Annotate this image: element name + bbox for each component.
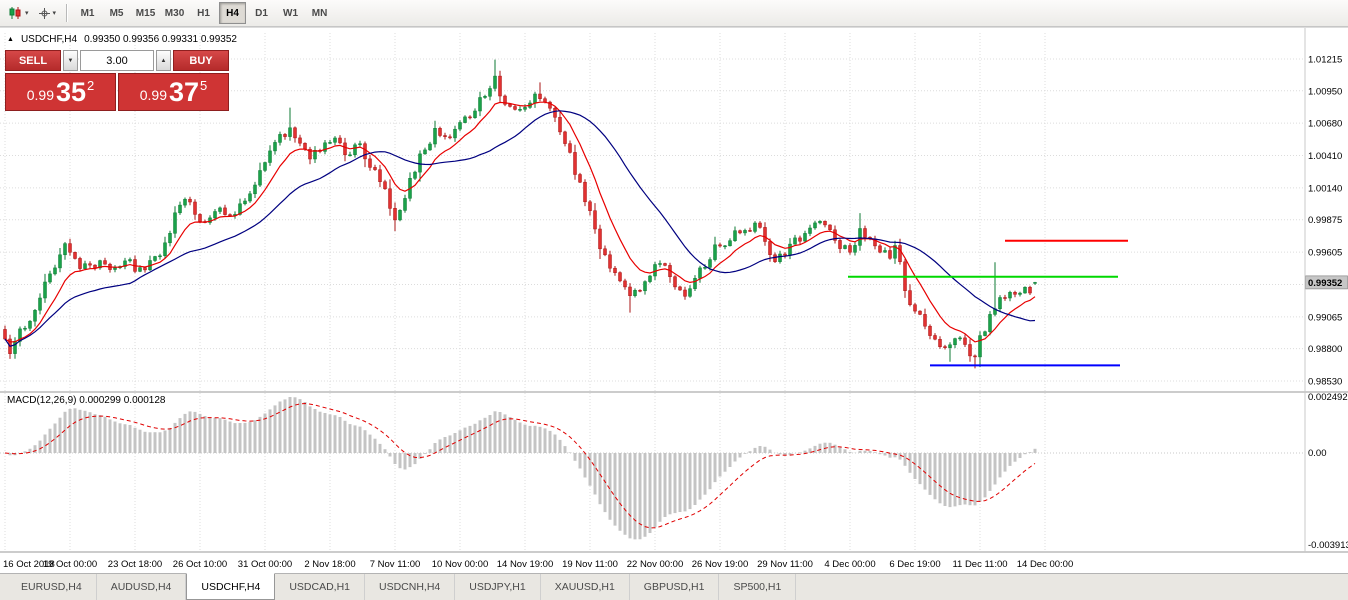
current-price-label: 0.99352 xyxy=(1308,278,1342,289)
crosshair-icon xyxy=(38,7,50,19)
time-tick-label: 14 Nov 19:00 xyxy=(497,559,554,570)
macd-scale-label: -0.003913 xyxy=(1308,540,1348,551)
buy-price-display[interactable]: 0.99 37 5 xyxy=(118,73,229,111)
sell-button[interactable]: SELL xyxy=(5,50,61,71)
time-tick-label: 31 Oct 00:00 xyxy=(238,559,292,570)
sell-price-display[interactable]: 0.99 35 2 xyxy=(5,73,116,111)
caret-down-icon: ▾ xyxy=(52,9,57,17)
one-click-trading-panel: SELL ▼ ▲ BUY 0.99 35 2 0.99 37 5 xyxy=(5,50,229,111)
buy-price-point: 5 xyxy=(200,77,208,93)
time-tick-label: 16 Oct 2018 xyxy=(3,559,55,570)
candlestick-chart-icon xyxy=(9,7,21,19)
ma-line-9 xyxy=(4,101,1036,343)
price-tick-label: 1.01215 xyxy=(1308,55,1342,66)
chart-ohlc: 0.99350 0.99356 0.99331 0.99352 xyxy=(84,34,237,45)
time-tick-label: 10 Nov 00:00 xyxy=(432,559,489,570)
timeframe-button-d1[interactable]: D1 xyxy=(248,2,275,24)
time-tick-label: 4 Dec 00:00 xyxy=(824,559,875,570)
trade-controls-row: SELL ▼ ▲ BUY xyxy=(5,50,229,71)
timeframe-button-m30[interactable]: M30 xyxy=(161,2,188,24)
chart-type-button[interactable]: ▾ xyxy=(4,2,33,24)
time-tick-label: 23 Oct 18:00 xyxy=(108,559,162,570)
time-tick-label: 22 Nov 00:00 xyxy=(627,559,684,570)
macd-header: MACD(12,26,9) 0.000299 0.000128 xyxy=(7,395,166,406)
ma-line-26 xyxy=(4,110,1036,348)
time-tick-label: 11 Dec 11:00 xyxy=(952,559,1007,570)
price-tick-label: 0.99605 xyxy=(1308,248,1342,259)
price-tick-label: 0.99065 xyxy=(1308,312,1342,323)
buy-button[interactable]: BUY xyxy=(173,50,229,71)
macd-scale-label: 0.00 xyxy=(1308,448,1327,459)
timeframe-button-m5[interactable]: M5 xyxy=(103,2,130,24)
tab-audusd-h4[interactable]: AUDUSD,H4 xyxy=(97,574,187,600)
chart-tabs-bar: EURUSD,H4 AUDUSD,H4 USDCHF,H4 USDCAD,H1 USDC… xyxy=(0,573,1348,600)
time-tick-label: 29 Nov 11:00 xyxy=(757,559,813,570)
timeframe-button-m15[interactable]: M15 xyxy=(132,2,159,24)
macd-histogram xyxy=(8,397,1037,540)
price-axis[interactable]: 1.01215 1.00950 1.00680 1.00410 1.00140 0.998… xyxy=(1305,55,1348,552)
time-tick-label: 19 Oct 00:00 xyxy=(43,559,97,570)
price-tick-label: 0.98530 xyxy=(1308,377,1342,388)
chart-title: USDCHF,H4 xyxy=(20,34,78,45)
buy-price-pips: 37 xyxy=(168,76,200,107)
time-tick-label: 14 Dec 00:00 xyxy=(1017,559,1074,570)
macd-scale-label: 0.002492 xyxy=(1308,392,1348,403)
caret-down-icon: ▾ xyxy=(25,9,29,17)
timeframe-button-mn[interactable]: MN xyxy=(306,2,333,24)
grid-layer xyxy=(0,33,1304,550)
price-tick-label: 1.00950 xyxy=(1308,86,1342,97)
tab-xauusd-h1[interactable]: XAUUSD,H1 xyxy=(541,574,630,600)
tab-usdcnh-h4[interactable]: USDCNH,H4 xyxy=(365,574,456,600)
price-tick-label: 0.98800 xyxy=(1308,344,1342,355)
time-tick-label: 26 Oct 10:00 xyxy=(173,559,227,570)
chart-area: 16 Oct 2018 19 Oct 00:00 23 Oct 18:00 26 Oc… xyxy=(0,27,1348,574)
trade-prices-row: 0.99 35 2 0.99 37 5 xyxy=(5,73,229,111)
time-tick-label: 26 Nov 19:00 xyxy=(692,559,749,570)
current-price-marker: 0.99352 xyxy=(1305,275,1348,290)
toolbar-separator xyxy=(66,4,69,22)
tab-usdjpy-h1[interactable]: USDJPY,H1 xyxy=(455,574,541,600)
time-tick-label: 6 Dec 19:00 xyxy=(889,559,940,570)
time-tick-label: 2 Nov 18:00 xyxy=(304,559,355,570)
timeframe-button-m1[interactable]: M1 xyxy=(74,2,101,24)
macd-pane xyxy=(0,397,1304,540)
lot-decrease-button[interactable]: ▼ xyxy=(63,50,78,71)
sell-price-base: 0.99 xyxy=(26,87,54,103)
timeframe-buttons: M1 M5 M15 M30 H1 H4 D1 W1 MN xyxy=(73,2,334,24)
sell-price-point: 2 xyxy=(87,77,95,93)
buy-price-base: 0.99 xyxy=(139,87,167,103)
time-tick-label: 7 Nov 11:00 xyxy=(370,559,421,570)
tab-gbpusd-h1[interactable]: GBPUSD,H1 xyxy=(630,574,720,600)
sell-price-pips: 35 xyxy=(55,76,87,107)
time-tick-label: 19 Nov 11:00 xyxy=(562,559,618,570)
price-tick-label: 0.99875 xyxy=(1308,215,1342,226)
timeframe-button-w1[interactable]: W1 xyxy=(277,2,304,24)
price-tick-label: 1.00410 xyxy=(1308,151,1342,162)
chart-header: ▲ USDCHF,H4 0.99350 0.99356 0.99331 0.99… xyxy=(7,34,237,45)
tab-sp500-h1[interactable]: SP500,H1 xyxy=(719,574,797,600)
macd-signal-line xyxy=(4,402,1036,529)
timeframe-button-h4[interactable]: H4 xyxy=(219,2,247,24)
tab-eurusd-h4[interactable]: EURUSD,H4 xyxy=(7,574,97,600)
crosshair-tool-button[interactable]: ▾ xyxy=(34,2,61,24)
price-tick-label: 1.00140 xyxy=(1308,183,1342,194)
tab-usdchf-h4[interactable]: USDCHF,H4 xyxy=(186,573,276,600)
timeframe-button-h1[interactable]: H1 xyxy=(190,2,217,24)
price-tick-label: 1.00680 xyxy=(1308,119,1342,130)
lot-increase-button[interactable]: ▲ xyxy=(156,50,171,71)
price-pane xyxy=(3,59,1128,369)
chart-toolbar: ▾ ▾ M1 M5 M15 M30 H1 H4 D1 W1 MN xyxy=(0,0,1348,27)
tab-usdcad-h1[interactable]: USDCAD,H1 xyxy=(275,574,365,600)
symbol-marker-icon: ▲ xyxy=(7,36,14,43)
lot-size-input[interactable] xyxy=(80,50,154,71)
candles-layer xyxy=(3,59,1037,369)
